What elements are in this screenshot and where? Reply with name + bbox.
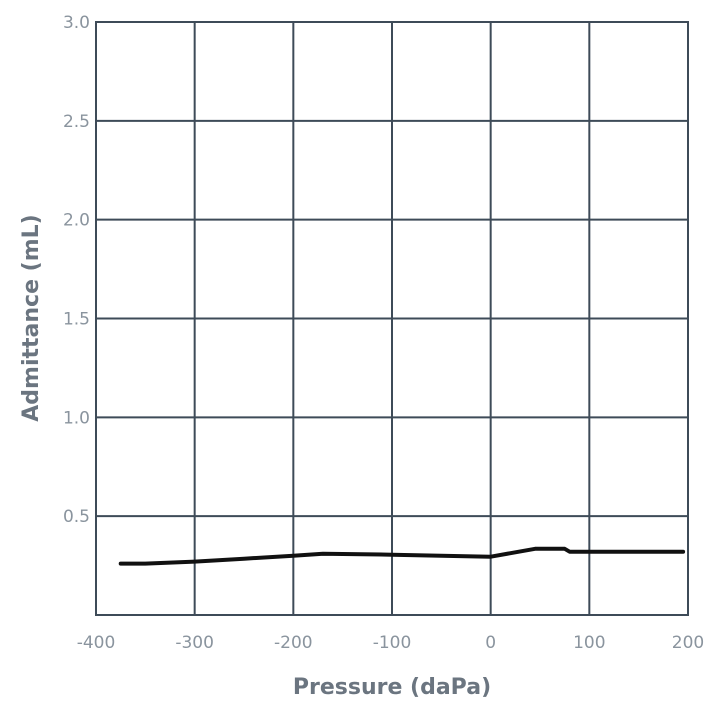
- y-tick-label: 1.0: [63, 408, 90, 428]
- x-tick-label: 100: [573, 633, 605, 653]
- y-tick-label: 3.0: [63, 13, 90, 33]
- x-tick-label: 0: [485, 633, 496, 653]
- series-line: [118, 546, 686, 566]
- tick-labels: -400 -300 -200 -100 0 100 200 0.5 1.0 1.5 2.0 2.5 3.…: [63, 13, 704, 653]
- y-tick-label: 0.5: [63, 507, 90, 527]
- x-tick-label: -300: [175, 633, 214, 653]
- x-axis-title: Pressure (daPa): [293, 675, 491, 700]
- y-tick-label: 1.5: [63, 310, 90, 330]
- series-group: [118, 546, 686, 566]
- grid: [95, 21, 689, 616]
- y-tick-label: 2.0: [63, 211, 90, 231]
- y-tick-label: 2.5: [63, 112, 90, 132]
- x-tick-label: -400: [77, 633, 116, 653]
- x-tick-label: -200: [274, 633, 313, 653]
- y-axis-title: Admittance (mL): [19, 214, 44, 421]
- x-tick-label: -100: [373, 633, 412, 653]
- x-tick-label: 200: [672, 633, 704, 653]
